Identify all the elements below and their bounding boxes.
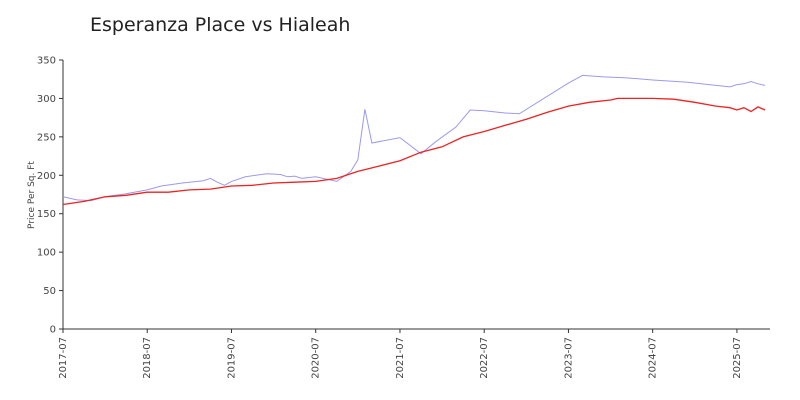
line-series [62, 74, 766, 202]
y-tick-label: 0 [50, 325, 56, 336]
y-tick-label: 50 [43, 286, 56, 297]
x-tick-label: 2023-07 [563, 337, 574, 379]
chart-title: Esperanza Place vs Hialeah [90, 14, 350, 36]
x-tick-label: 2018-07 [142, 337, 153, 379]
y-tick-label: 350 [37, 56, 56, 67]
y-tick-label: 300 [37, 94, 56, 105]
y-tick-label: 250 [37, 132, 56, 143]
line-series [62, 97, 766, 206]
x-tick-label: 2025-07 [732, 337, 743, 379]
x-tick-label: 2021-07 [395, 337, 406, 379]
y-tick-label: 150 [37, 209, 56, 220]
y-tick-label: 100 [37, 248, 56, 259]
x-tick-label: 2022-07 [479, 337, 490, 379]
x-tick-label: 2017-07 [58, 337, 69, 379]
y-tick-label: 200 [37, 171, 56, 182]
y-axis-label: Price Per Sq. Ft [27, 161, 37, 229]
x-tick-label: 2019-07 [226, 337, 237, 379]
x-tick-label: 2020-07 [311, 337, 322, 379]
x-tick-label: 2024-07 [648, 337, 659, 379]
